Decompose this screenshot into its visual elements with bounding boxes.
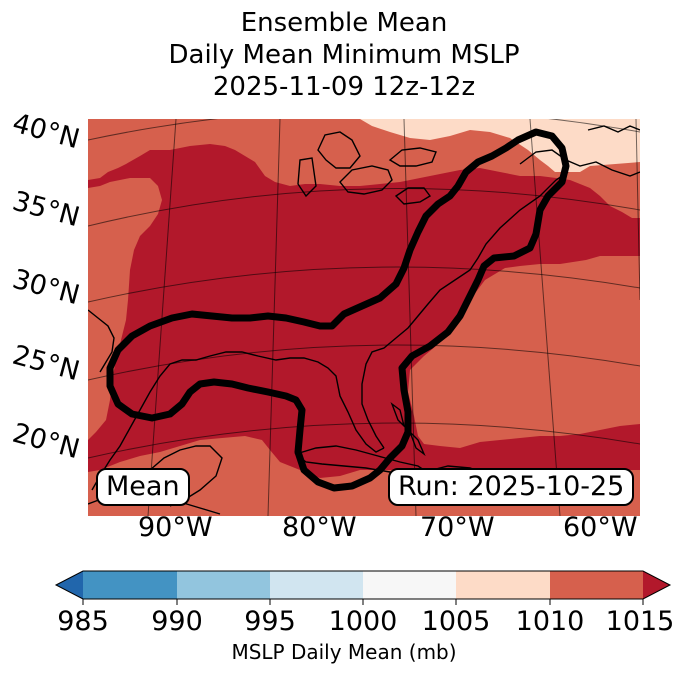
colorbar-segment-1000-1005 bbox=[363, 571, 456, 599]
colorbar-segment-1005-1010 bbox=[456, 571, 550, 599]
colorbar-segment-990-995 bbox=[177, 571, 270, 599]
colorbar-tick-1015: 1015 bbox=[605, 606, 675, 637]
lon-label-80w: 80°W bbox=[282, 512, 357, 543]
title-line-2: Daily Mean Minimum MSLP bbox=[168, 40, 520, 70]
lon-label-60w: 60°W bbox=[563, 512, 638, 543]
colorbar-tick-1010: 1010 bbox=[515, 606, 585, 637]
lon-label-70w: 70°W bbox=[420, 512, 495, 543]
colorbar-segment-1010-1015 bbox=[550, 571, 643, 599]
mslp-contour-line bbox=[106, 128, 570, 492]
mean-label-box: Mean bbox=[96, 468, 190, 506]
colorbar-tick-995: 995 bbox=[244, 606, 296, 637]
graticule-lines bbox=[88, 119, 640, 516]
title-line-1: Ensemble Mean bbox=[240, 8, 448, 38]
colorbar-segment-995-1000 bbox=[270, 571, 363, 599]
colorbar-label: MSLP Daily Mean (mb) bbox=[231, 640, 457, 664]
run-date-label-box: Run: 2025-10-25 bbox=[388, 468, 635, 506]
colorbar-low-extend bbox=[56, 571, 83, 599]
colorbar-high-extend bbox=[643, 571, 670, 599]
colorbar-tick-990: 990 bbox=[151, 606, 203, 637]
mslp-band-1005-1010 bbox=[360, 119, 640, 172]
coastlines bbox=[88, 125, 640, 515]
lon-label-90w: 90°W bbox=[138, 512, 213, 543]
colorbar-tick-1005: 1005 bbox=[421, 606, 491, 637]
colorbar-segment-985-990 bbox=[83, 571, 177, 599]
colorbar-tick-1000: 1000 bbox=[328, 606, 398, 637]
mslp-band-gt-1015 bbox=[88, 144, 640, 480]
title-line-3: 2025-11-09 12z-12z bbox=[212, 72, 476, 102]
colorbar-tick-985: 985 bbox=[57, 606, 109, 637]
